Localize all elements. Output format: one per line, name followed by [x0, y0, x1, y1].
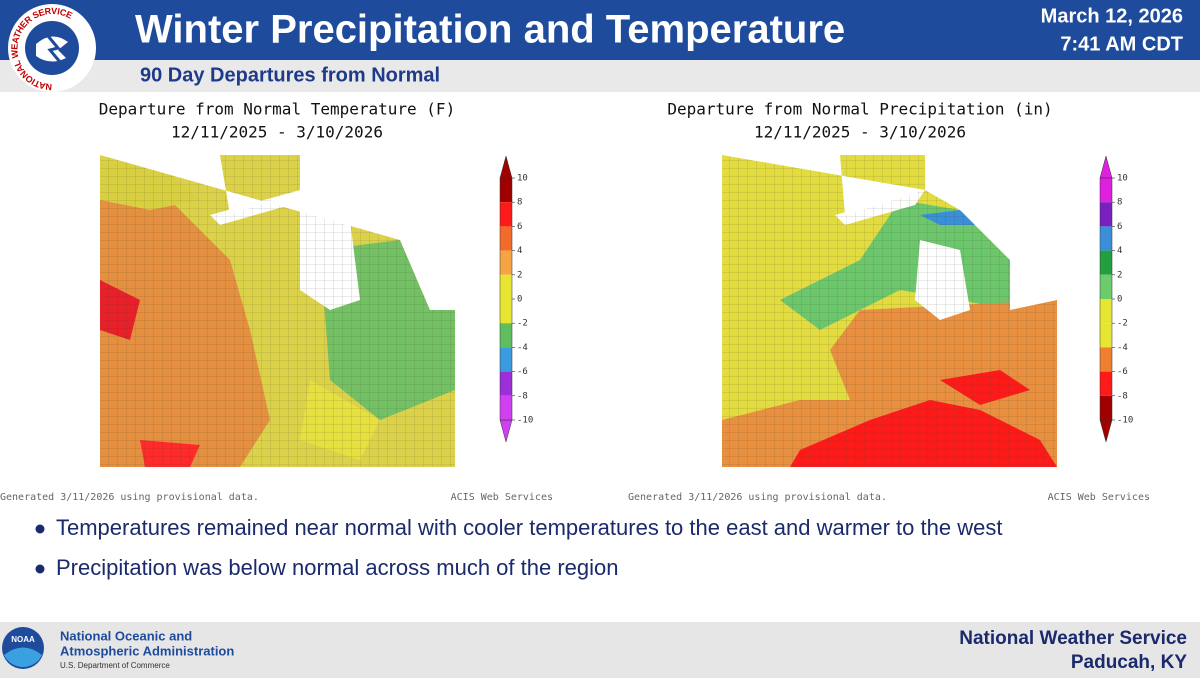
precipitation-map	[722, 155, 1057, 467]
bullet-dot	[35, 524, 45, 534]
noaa-logo: NOAA	[2, 627, 44, 669]
slide-title: Winter Precipitation and Temperature	[135, 8, 845, 52]
legend-band	[1100, 323, 1112, 348]
legend-band	[500, 226, 512, 251]
legend-band	[1100, 202, 1112, 227]
header-bar	[0, 0, 1200, 60]
legend-tick-label: -6	[517, 367, 528, 377]
logo-text: NOAA	[11, 635, 35, 644]
map-note: Generated 3/11/2026 using provisional da…	[0, 492, 259, 503]
legend-tick-label: -4	[1117, 343, 1128, 353]
agency-name: Atmospheric Administration	[60, 643, 234, 658]
legend-band	[1100, 274, 1112, 299]
legend-tick-label: 4	[1117, 246, 1122, 256]
legend-tick-label: 2	[517, 270, 522, 280]
temperature-map	[100, 155, 455, 467]
legend-arrow	[1099, 155, 1113, 179]
map-source: ACIS Web Services	[451, 492, 553, 503]
legend-tick-label: 10	[1117, 174, 1128, 184]
map-title: Departure from Normal Temperature (F)	[99, 100, 455, 119]
legend-tick-label: 2	[1117, 270, 1122, 280]
legend-tick-label: 0	[1117, 295, 1122, 305]
legend-band	[1100, 226, 1112, 251]
map-period: 12/11/2025 - 3/10/2026	[171, 123, 383, 142]
legend-band	[1100, 250, 1112, 275]
legend-band	[500, 274, 512, 299]
legend-tick-label: -8	[517, 391, 528, 401]
subtitle-bar	[0, 60, 1200, 92]
bullet-text: Precipitation was below normal across mu…	[56, 555, 619, 580]
legend-tick-label: -2	[517, 319, 528, 329]
legend-tick-label: 0	[517, 295, 522, 305]
bullet-text: Temperatures remained near normal with c…	[56, 515, 1002, 540]
footer-bar	[0, 622, 1200, 678]
legend-tick-label: -10	[1117, 416, 1133, 426]
legend-band	[500, 371, 512, 396]
legend-tick-label: 8	[1117, 198, 1122, 208]
legend-arrow	[499, 155, 513, 179]
legend-band	[1100, 299, 1112, 324]
legend-tick-label: -2	[1117, 319, 1128, 329]
legend-tick-label: 8	[517, 198, 522, 208]
legend-band	[500, 202, 512, 227]
legend-band	[500, 347, 512, 372]
legend-band	[1100, 347, 1112, 372]
legend-band	[1100, 395, 1112, 420]
legend-tick-label: -4	[517, 343, 528, 353]
legend-band	[500, 323, 512, 348]
legend-band	[1100, 178, 1112, 203]
nws-logo: NATIONAL WEATHER SERVICE	[8, 4, 96, 92]
legend-band	[500, 299, 512, 324]
legend-band	[500, 250, 512, 275]
legend-band	[500, 178, 512, 203]
map-source: ACIS Web Services	[1048, 492, 1150, 503]
legend-tick-label: 4	[517, 246, 522, 256]
legend-arrow	[1099, 419, 1113, 443]
legend-tick-label: 6	[517, 222, 522, 232]
subtitle: 90 Day Departures from Normal	[140, 64, 440, 86]
date: March 12, 2026	[1041, 5, 1183, 27]
office: National Weather Service	[959, 628, 1187, 649]
legend-band	[1100, 371, 1112, 396]
department: U.S. Department of Commerce	[60, 661, 170, 670]
time: 7:41 AM CDT	[1060, 33, 1183, 55]
agency-name: National Oceanic and	[60, 628, 192, 643]
location: Paducah, KY	[1071, 652, 1187, 673]
legend-tick-label: -8	[1117, 391, 1128, 401]
map-period: 12/11/2025 - 3/10/2026	[754, 123, 966, 142]
map-title: Departure from Normal Precipitation (in)	[667, 100, 1052, 119]
bullet-dot	[35, 564, 45, 574]
legend-band	[500, 395, 512, 420]
legend-tick-label: 6	[1117, 222, 1122, 232]
legend-tick-label: -6	[1117, 367, 1128, 377]
map-note: Generated 3/11/2026 using provisional da…	[628, 492, 887, 503]
legend-tick-label: 10	[517, 174, 528, 184]
legend-arrow	[499, 419, 513, 443]
legend-tick-label: -10	[517, 416, 533, 426]
